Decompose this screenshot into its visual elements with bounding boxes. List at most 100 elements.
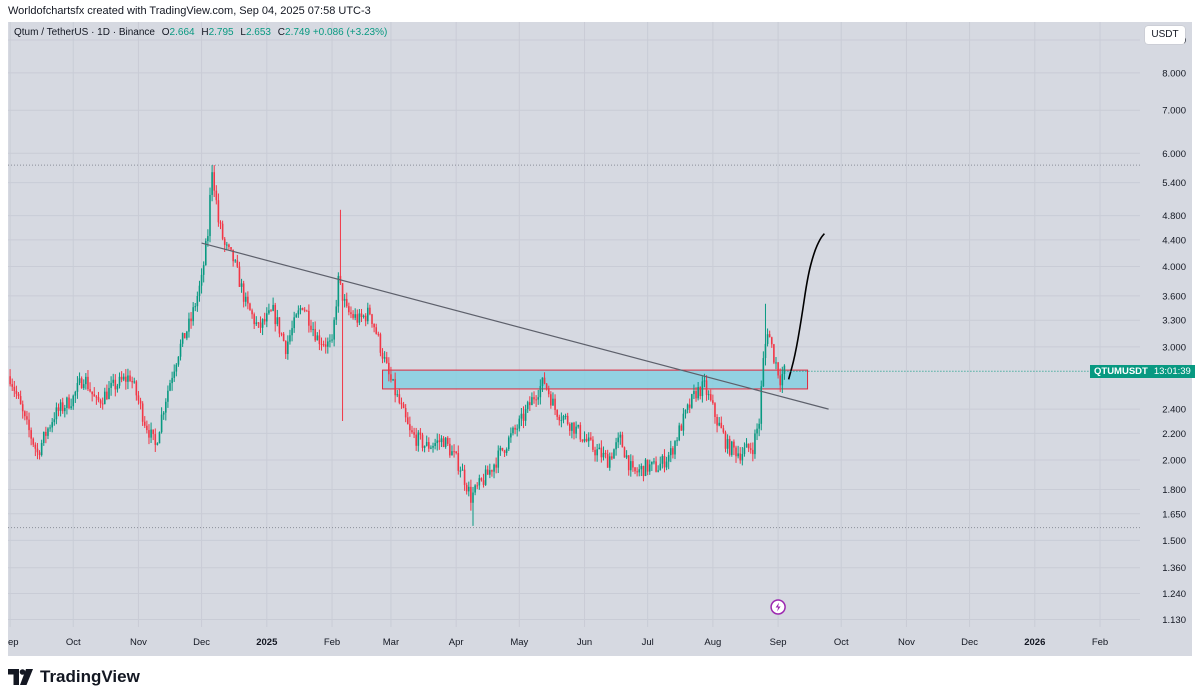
candle-body	[143, 421, 146, 426]
time-tick-label: Nov	[898, 637, 915, 648]
candle-body	[91, 391, 93, 395]
candle-body	[15, 391, 18, 394]
chart-svg[interactable]	[8, 22, 1140, 627]
candle-body	[726, 438, 729, 449]
candle-body	[558, 416, 561, 421]
candle-body	[251, 310, 253, 315]
time-tick-label: Oct	[66, 637, 81, 648]
time-tick-label: Sep	[770, 637, 787, 648]
price-tick-label: 6.000	[1162, 149, 1186, 160]
candle-body	[556, 410, 558, 417]
candle-body	[11, 384, 14, 387]
candle-body	[777, 362, 779, 376]
candle-body	[9, 376, 11, 385]
time-axis[interactable]: Sep Oct Nov Dec 2025 Feb Mar Apr May Jun Jul Aug Sep…	[2, 627, 1140, 656]
candle-body	[737, 453, 739, 457]
candle-body	[627, 455, 630, 471]
candle-body	[507, 437, 510, 450]
candle-body	[171, 377, 173, 384]
legend: Qtum / TetherUS · 1D · Binance O2.664 H2…	[14, 27, 387, 38]
candle-body	[667, 455, 670, 462]
candle-body	[30, 430, 32, 439]
legend-open: 2.664	[169, 27, 195, 38]
candle-body	[266, 313, 268, 322]
candle-body	[585, 438, 588, 442]
candle-body	[188, 318, 190, 332]
candle-body	[49, 427, 51, 429]
candle-body	[779, 375, 782, 386]
candle-body	[731, 441, 733, 455]
candle-body	[587, 437, 590, 442]
candle-body	[207, 236, 209, 242]
candle-body	[768, 334, 771, 338]
candle-body	[573, 422, 575, 434]
candle-body	[152, 429, 154, 435]
candle-body	[449, 443, 451, 456]
candle-body	[295, 314, 298, 318]
candle-body	[316, 335, 319, 341]
candle-body	[764, 343, 767, 359]
candle-body	[752, 449, 754, 455]
price-tick-label: 7.000	[1162, 106, 1186, 117]
candle-body	[543, 377, 546, 384]
candle-body	[499, 447, 502, 451]
candle-body	[263, 319, 266, 322]
candle-body	[175, 364, 178, 372]
candle-body	[78, 378, 81, 383]
legend-close: 2.749	[285, 27, 311, 38]
price-tick-label: 3.300	[1162, 316, 1186, 327]
candle-body	[34, 444, 37, 449]
candle-body	[268, 310, 270, 314]
candle-body	[674, 441, 676, 455]
plot-area[interactable]: Qtum / TetherUS · 1D · Binance O2.664 H2…	[8, 22, 1140, 627]
candle-body	[66, 397, 68, 408]
candle-body	[594, 449, 596, 456]
candle-body	[691, 394, 693, 408]
candle-body	[217, 200, 220, 223]
candle-body	[651, 461, 653, 465]
candle-body	[133, 381, 136, 383]
candle-body	[428, 442, 430, 449]
candle-body	[255, 322, 258, 325]
candle-body	[19, 396, 22, 405]
candle-body	[76, 382, 79, 392]
candle-body	[240, 283, 243, 287]
candle-body	[272, 304, 274, 311]
candle-body	[400, 402, 403, 405]
chart-frame[interactable]: Qtum / TetherUS · 1D · Binance O2.664 H2…	[2, 22, 1195, 656]
descending-trendline	[201, 242, 829, 410]
candle-body	[80, 378, 83, 389]
candle-body	[516, 428, 518, 430]
tradingview-logo[interactable]: TradingView	[8, 666, 140, 688]
candle-body	[101, 403, 104, 405]
candle-body	[308, 310, 310, 326]
candle-body	[150, 429, 152, 438]
candle-body	[318, 335, 321, 345]
time-tick-label: Oct	[834, 637, 849, 648]
price-tick-label: 1.130	[1162, 615, 1186, 626]
candle-body	[228, 244, 230, 248]
candle-body	[125, 376, 127, 382]
candle-body	[356, 314, 359, 323]
legend-high-label: H	[201, 27, 209, 38]
price-axis[interactable]: 9.0008.0007.0006.0005.4004.8004.4004.000…	[1140, 22, 1192, 627]
currency-unit-button[interactable]: USDT	[1145, 26, 1185, 44]
candle-body	[114, 379, 117, 390]
candle-body	[394, 379, 396, 396]
candle-body	[442, 438, 445, 447]
candle-body	[701, 381, 704, 397]
candle-body	[533, 397, 535, 400]
price-tick-label: 4.000	[1162, 262, 1186, 273]
candle-body	[103, 391, 106, 405]
candle-body	[93, 394, 96, 397]
candle-body	[709, 394, 712, 401]
candle-body	[467, 486, 470, 492]
candle-body	[640, 465, 643, 470]
candle-body	[253, 314, 255, 325]
price-tick-label: 1.800	[1162, 485, 1186, 496]
candle-body	[259, 322, 262, 328]
candle-body	[619, 434, 622, 438]
candle-body	[560, 419, 563, 421]
candle-body	[438, 440, 441, 443]
candle-body	[112, 379, 115, 383]
